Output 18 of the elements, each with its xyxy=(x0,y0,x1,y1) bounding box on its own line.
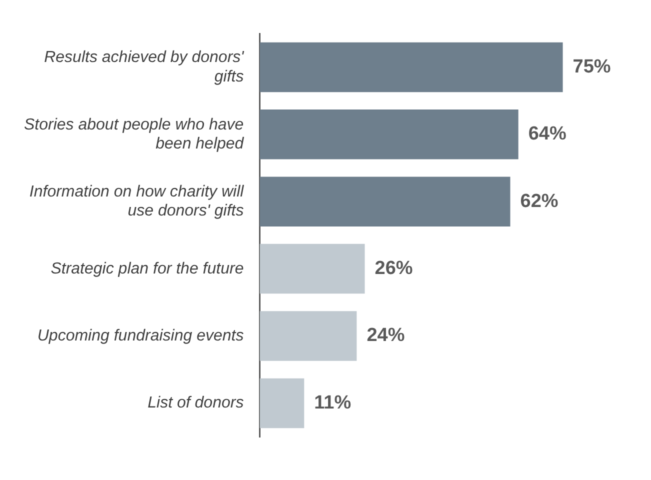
y-tick-label: Results achieved by donors' gifts xyxy=(44,49,245,86)
data-label: 26% xyxy=(374,258,413,280)
data-label: 62% xyxy=(520,190,558,212)
bar xyxy=(260,176,510,226)
y-tick-label: List of donors xyxy=(148,394,244,412)
bar xyxy=(260,244,365,294)
y-tick-label: Upcoming fundraising events xyxy=(37,327,244,344)
data-label: 24% xyxy=(366,325,405,346)
y-tick-label: Information on how charity will use donors' gifts xyxy=(29,183,244,220)
data-label: 11% xyxy=(314,392,352,414)
data-label: 75% xyxy=(572,56,611,78)
bar xyxy=(260,311,357,361)
y-tick-label: Strategic plan for the future xyxy=(50,260,244,278)
data-label: 64% xyxy=(528,124,566,145)
bar xyxy=(260,42,563,92)
y-tick-label: Stories about people who have been helped xyxy=(24,116,245,152)
bar xyxy=(260,378,304,428)
bar xyxy=(260,110,518,160)
